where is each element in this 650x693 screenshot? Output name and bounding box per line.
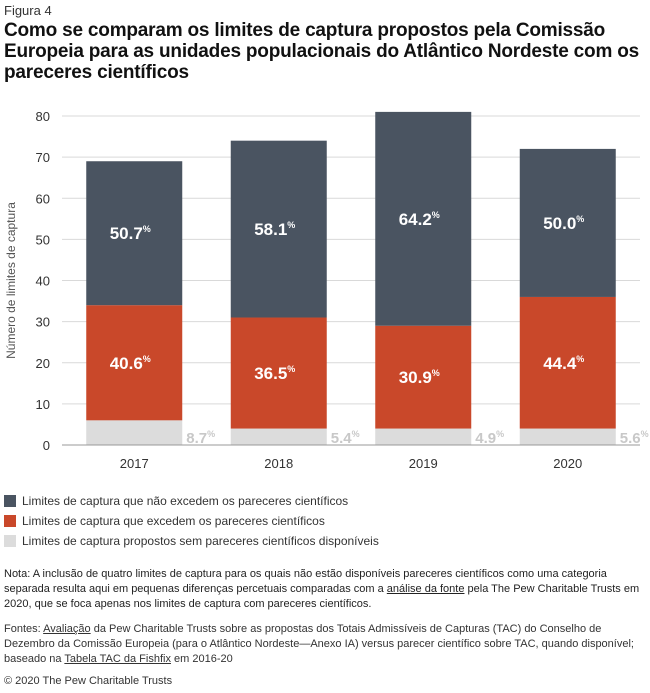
legend-item: Limites de captura propostos sem parecer… (4, 531, 379, 551)
bar-chart: 0 10 20 30 40 50 60 70 80 Número de limites de ca… (4, 109, 649, 471)
data-label: 36.5% (254, 364, 295, 383)
bar-segment (375, 111, 472, 326)
y-tick-label: 70 (36, 150, 50, 165)
legend-swatch (4, 495, 16, 507)
note-text: Nota: A inclusão de quatro limites de ca… (4, 568, 607, 595)
figure-label: Figura 4 (4, 3, 52, 18)
data-label: 4.9% (475, 429, 504, 447)
x-tick-label: 2017 (120, 456, 149, 471)
sources-suffix: em 2016-20 (170, 653, 233, 665)
assessment-link[interactable]: Avaliação (43, 623, 91, 635)
y-tick-label: 40 (36, 274, 50, 289)
legend-item: Limites de captura que excedem os parece… (4, 511, 379, 531)
bar-segment (519, 148, 616, 297)
bar-segment (230, 317, 327, 429)
x-tick-label: 2018 (264, 456, 293, 471)
data-label: 5.6% (620, 429, 649, 447)
copyright: © 2020 The Pew Charitable Trusts (4, 675, 173, 687)
data-label: 5.4% (331, 429, 360, 447)
note: Nota: A inclusão de quatro limites de ca… (4, 567, 646, 612)
x-tick-label: 2020 (553, 456, 582, 471)
data-label: 64.2% (399, 210, 440, 229)
bar-segment (86, 420, 183, 445)
y-tick-label: 30 (36, 315, 50, 330)
bar-segment (230, 140, 327, 318)
data-label: 44.4% (543, 354, 584, 373)
bar-segment (519, 296, 616, 429)
fishfix-table-link[interactable]: Tabela TAC da Fishfix (64, 653, 171, 665)
legend-label: Limites de captura que não excedem os pa… (22, 494, 349, 508)
data-label: 8.7% (186, 429, 215, 447)
sources-middle: da Pew Charitable Trusts sobre as propos… (4, 623, 634, 665)
bar-segment (375, 325, 472, 429)
legend-swatch (4, 535, 16, 547)
y-tick-label: 10 (36, 397, 50, 412)
y-tick-label: 80 (36, 109, 50, 124)
data-label: 50.7% (110, 224, 151, 243)
y-tick-label: 0 (43, 438, 50, 453)
sources: Fontes: Avaliação da Pew Charitable Trus… (4, 622, 646, 667)
source-analysis-link[interactable]: análise da fonte (386, 583, 465, 595)
y-tick-label: 50 (36, 232, 50, 247)
data-label: 40.6% (110, 354, 151, 373)
bar-segment (230, 428, 327, 445)
data-label: 30.9% (399, 368, 440, 387)
y-axis-label: Número de limites de captura (4, 202, 18, 359)
sources-prefix: Fontes: (4, 623, 44, 635)
bar-segment (519, 428, 616, 445)
chart-legend: Limites de captura que não excedem os pa… (4, 491, 379, 551)
legend-item: Limites de captura que não excedem os pa… (4, 491, 379, 511)
legend-swatch (4, 515, 16, 527)
bar-segment (86, 305, 183, 421)
bar-segment (86, 161, 183, 306)
y-tick-label: 60 (36, 191, 50, 206)
legend-label: Limites de captura que excedem os parece… (22, 514, 325, 528)
data-label: 50.0% (543, 214, 584, 233)
legend-label: Limites de captura propostos sem parecer… (22, 534, 379, 548)
bar-segment (375, 428, 472, 445)
note-text-end: pela The Pew Charitable Trusts em 2020, … (4, 583, 640, 610)
data-label: 58.1% (254, 220, 295, 239)
x-tick-label: 2019 (409, 456, 438, 471)
y-tick-label: 20 (36, 356, 50, 371)
chart-title: Como se comparam os limites de captura p… (4, 20, 639, 83)
